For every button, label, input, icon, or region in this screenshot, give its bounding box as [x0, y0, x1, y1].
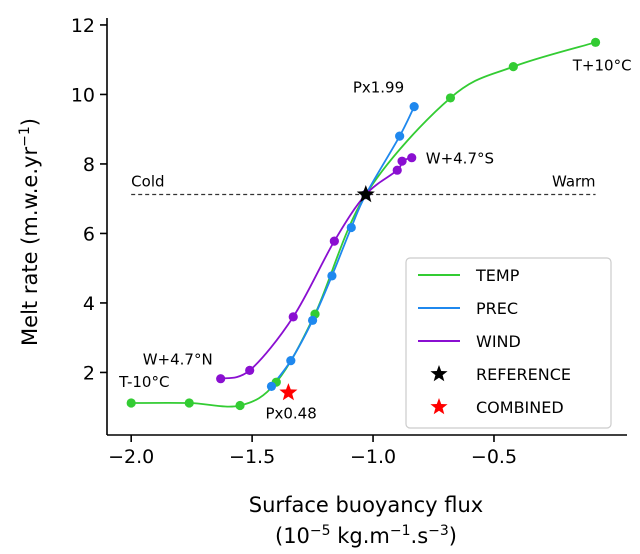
- axis-labels: Surface buoyancy flux (10−5 kg.m−1.s−3) …: [17, 118, 483, 548]
- legend-swatch-combined: [430, 398, 448, 415]
- wind-point: [397, 156, 407, 166]
- combined-star: [279, 383, 298, 401]
- prec-point: [286, 356, 296, 366]
- y-tick-label: 6: [83, 223, 95, 245]
- temp-point: [590, 37, 601, 47]
- x-tick-label: −1.5: [229, 446, 275, 468]
- legend: TEMP PREC WIND REFERENCE COMBINED: [405, 257, 612, 429]
- point-annotations: T+10°C T-10°C Px1.99 Px0.48 W+4.7°S W+4.7°N: [118, 56, 631, 422]
- annotation-label: Px0.48: [265, 404, 316, 422]
- y-tick-label: 2: [83, 362, 95, 384]
- reference-line-group: Cold Warm: [131, 173, 596, 196]
- x-tick-label: −0.5: [471, 446, 517, 468]
- prec-point: [409, 102, 419, 112]
- y-tick-label: 10: [71, 84, 95, 106]
- annotation-label: T+10°C: [572, 56, 632, 74]
- warm-label: Warm: [552, 173, 596, 191]
- wind-line: [220, 156, 413, 380]
- wind-point: [216, 374, 226, 384]
- y-tick-label: 8: [83, 154, 95, 176]
- legend-label-wind: WIND: [476, 332, 521, 351]
- wind-point: [392, 165, 402, 175]
- temp-point: [235, 400, 245, 411]
- wind-point: [407, 153, 417, 163]
- temp-point: [126, 398, 136, 408]
- temp-point: [508, 62, 518, 72]
- annotation-label: T-10°C: [118, 373, 169, 391]
- wind-point: [245, 365, 255, 375]
- x-tick-label: −2.0: [108, 446, 154, 468]
- y-axis-label: Melt rate (m.w.e.yr−1): [17, 118, 42, 346]
- cold-label: Cold: [131, 173, 164, 191]
- y-tick-label: 4: [83, 293, 95, 315]
- prec-point: [266, 381, 277, 391]
- legend-label-reference: REFERENCE: [476, 365, 571, 384]
- prec-point: [346, 222, 356, 233]
- temp-point: [184, 398, 194, 408]
- prec-line: [270, 106, 415, 387]
- series-points: [126, 37, 601, 411]
- x-axis-units: (10−5 kg.m−1.s−3): [275, 523, 457, 548]
- legend-box: [405, 257, 612, 429]
- wind-point: [329, 236, 339, 246]
- prec-point: [307, 315, 318, 325]
- legend-label-combined: COMBINED: [476, 398, 564, 417]
- temp-point: [445, 93, 456, 103]
- y-tick-label: 12: [71, 15, 95, 37]
- prec-point: [327, 271, 337, 281]
- legend-swatch-reference: [430, 365, 448, 382]
- x-tick-label: −1.0: [350, 446, 396, 468]
- annotation-label: W+4.7°N: [143, 351, 213, 369]
- x-axis-label: Surface buoyancy flux: [249, 493, 483, 517]
- legend-label-prec: PREC: [476, 299, 518, 318]
- reference-star: [356, 185, 375, 203]
- prec-point: [395, 131, 405, 141]
- legend-label-temp: TEMP: [475, 266, 520, 285]
- axes: −2.0 −1.5 −1.0 −0.5 2 4 6 8 10 12: [71, 15, 627, 468]
- annotation-label: W+4.7°S: [426, 150, 494, 168]
- annotation-label: Px1.99: [353, 79, 404, 97]
- wind-point: [288, 312, 298, 322]
